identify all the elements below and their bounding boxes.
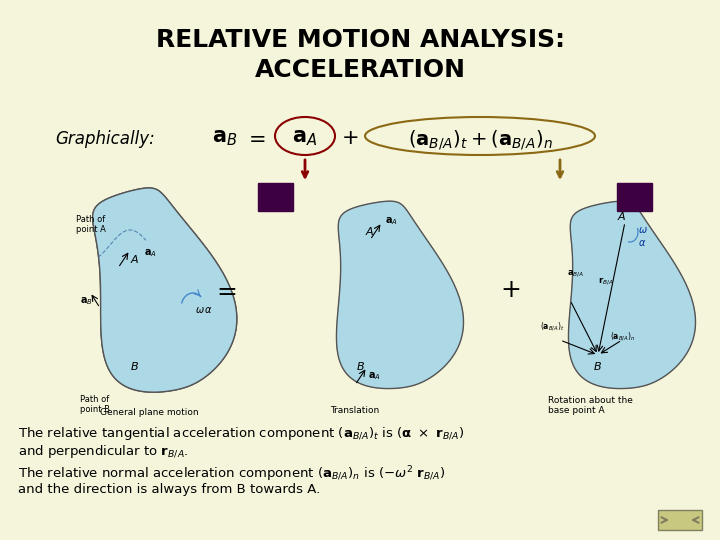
Text: Path of
point A: Path of point A <box>76 215 106 234</box>
Text: $\mathbf{r}_{B/A}$: $\mathbf{r}_{B/A}$ <box>598 275 614 287</box>
Text: $A$: $A$ <box>130 253 140 265</box>
Text: $(\mathbf{a}_{B/A})_n$: $(\mathbf{a}_{B/A})_n$ <box>610 330 636 343</box>
Text: $B$: $B$ <box>593 360 601 372</box>
Polygon shape <box>336 201 464 389</box>
Text: $\mathbf{a}_B$: $\mathbf{a}_B$ <box>80 295 93 307</box>
Text: $+$: $+$ <box>500 278 520 302</box>
FancyBboxPatch shape <box>617 183 652 211</box>
Text: General plane motion: General plane motion <box>100 408 199 417</box>
Text: ACCELERATION: ACCELERATION <box>254 58 466 82</box>
Text: Rotation about the
base point A: Rotation about the base point A <box>548 396 633 415</box>
Text: $(\mathbf{a}_{B/A})_t$: $(\mathbf{a}_{B/A})_t$ <box>540 320 565 333</box>
Polygon shape <box>569 201 696 389</box>
Text: and the direction is always from B towards A.: and the direction is always from B towar… <box>18 483 320 496</box>
Text: $A$: $A$ <box>617 210 626 222</box>
Polygon shape <box>93 188 237 392</box>
Text: $+$: $+$ <box>341 128 359 148</box>
Text: $\mathbf{a}_A$: $\mathbf{a}_A$ <box>144 247 157 259</box>
Text: RELATIVE MOTION ANALYSIS:: RELATIVE MOTION ANALYSIS: <box>156 28 564 52</box>
Text: The relative tangential acceleration component $(\mathbf{a}_{B/A})_t$ is $(\math: The relative tangential acceleration com… <box>18 425 464 442</box>
Text: $\alpha$: $\alpha$ <box>638 238 647 248</box>
Polygon shape <box>569 201 696 389</box>
Text: $A$: $A$ <box>365 225 374 237</box>
FancyBboxPatch shape <box>258 183 293 211</box>
Text: $=$: $=$ <box>212 278 238 302</box>
Text: $=$: $=$ <box>244 128 266 148</box>
Text: $(\mathbf{a}_{B/A})_t + (\mathbf{a}_{B/A})_n$: $(\mathbf{a}_{B/A})_t + (\mathbf{a}_{B/A… <box>408 128 552 152</box>
Text: Translation: Translation <box>330 406 379 415</box>
Text: $\mathbf{a}_A$: $\mathbf{a}_A$ <box>385 215 398 227</box>
Polygon shape <box>336 201 464 389</box>
Text: and perpendicular to $\mathbf{r}_{B/A}$.: and perpendicular to $\mathbf{r}_{B/A}$. <box>18 443 189 460</box>
Text: Path of
point B: Path of point B <box>80 395 110 414</box>
Text: $\omega$: $\omega$ <box>638 225 648 235</box>
FancyBboxPatch shape <box>658 510 702 530</box>
Polygon shape <box>93 188 237 392</box>
Text: $\mathbf{a}_{B/A}$: $\mathbf{a}_{B/A}$ <box>567 268 585 279</box>
Text: $\mathbf{a}_A$: $\mathbf{a}_A$ <box>368 370 381 382</box>
Text: Graphically:: Graphically: <box>55 130 155 148</box>
Text: $B$: $B$ <box>130 360 139 372</box>
Text: $\mathbf{a}_B$: $\mathbf{a}_B$ <box>212 128 238 148</box>
Polygon shape <box>93 188 237 392</box>
Text: $\mathbf{a}_A$: $\mathbf{a}_A$ <box>292 128 318 148</box>
Text: $\omega\,\alpha$: $\omega\,\alpha$ <box>195 305 213 315</box>
Text: $B$: $B$ <box>356 360 364 372</box>
Text: The relative normal acceleration component $(\mathbf{a}_{B/A})_n$ is $(-\omega^2: The relative normal acceleration compone… <box>18 465 446 484</box>
